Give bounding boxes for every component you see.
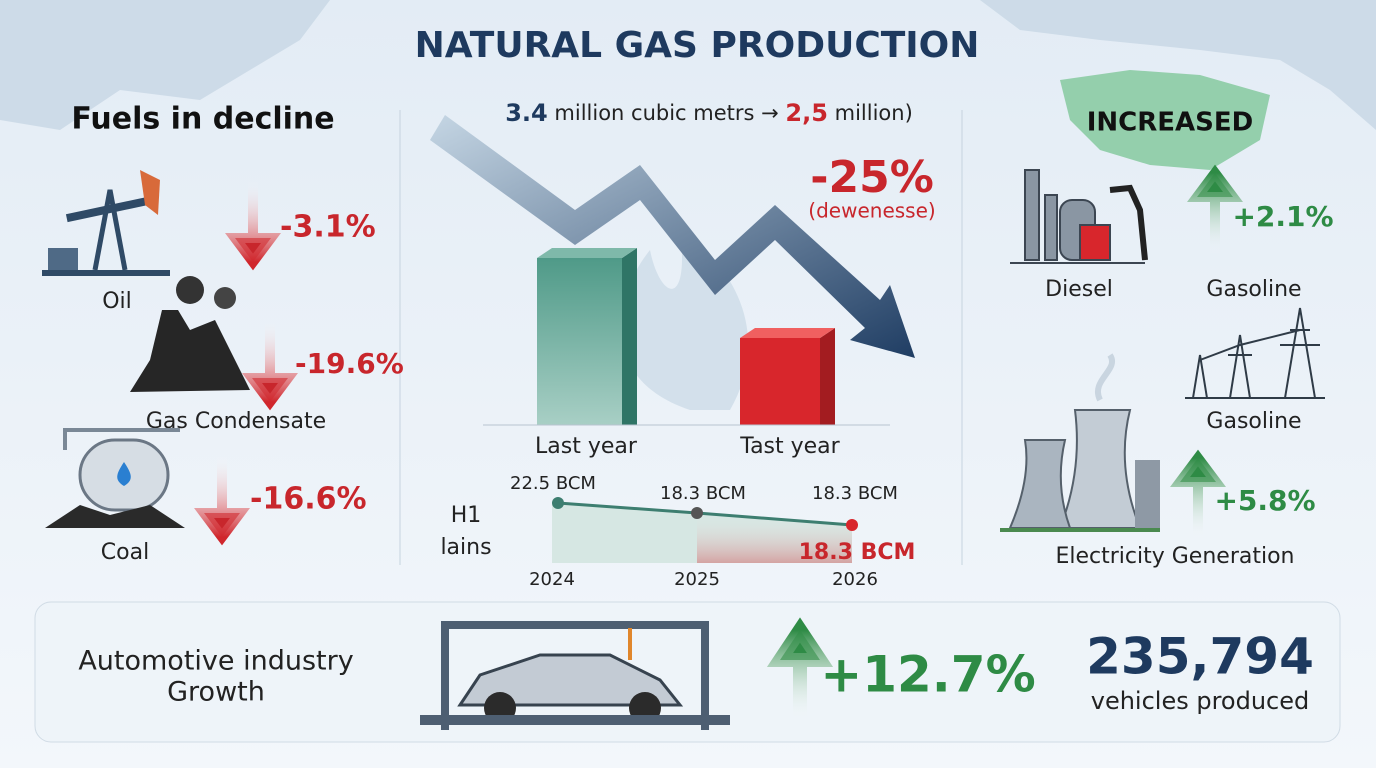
side-label: H1 [451,503,482,528]
title: NATURAL GAS PRODUCTION [415,25,980,66]
year-label: 2024 [529,569,575,590]
section-heading: INCREASED [1087,108,1254,138]
item-label: Gasoline [1206,277,1301,302]
footer-change: +12.7% [820,646,1035,704]
side-label: lains [440,535,491,560]
footer-title: Growth [167,677,265,708]
highlight-label: 18.3 BCM [799,540,916,565]
subtitle: 3.4 million cubic metrs → 2,5 million) [505,99,913,127]
map-shape [0,0,330,130]
section-heading: Fuels in decline [71,102,334,137]
oil-icon [42,170,170,276]
map-region [1060,70,1270,170]
item-label: Electricity Generation [1055,544,1294,569]
panel [34,601,1341,743]
trend-arrow [430,115,915,358]
area [697,513,852,563]
change: -25% [810,152,934,203]
bar-label: Last year [535,434,638,459]
power-plant-icon [1000,353,1160,532]
coal-icon [130,276,250,392]
change: -3.1% [280,210,376,245]
down-arrow [194,455,250,546]
note: (dewenesse) [808,199,935,223]
item-label: Gasoline [1206,409,1301,434]
subtitle-text: million) [828,101,913,125]
footer-title: Automotive industry [78,646,353,677]
item-label: Diesel [1045,277,1113,302]
year-label: 2026 [832,569,878,590]
factory-car-icon [420,621,730,730]
point-label: 18.3 BCM [660,483,746,504]
up-arrow [766,617,834,722]
pylon-icon [1185,307,1325,399]
footer-count: 235,794 [1086,628,1314,686]
point [691,507,703,519]
point-label: 18.3 BCM [812,483,898,504]
point-label: 22.5 BCM [510,473,596,494]
down-arrow [242,320,298,411]
bar-illustration [537,248,835,425]
subtitle-to: 2,5 [785,99,828,127]
item-label: Oil [102,289,132,314]
change: -19.6% [295,347,404,380]
change: -16.6% [250,482,367,517]
change: +5.8% [1214,484,1315,517]
year-label: 2025 [674,569,720,590]
footer-count-label: vehicles produced [1091,687,1310,715]
up-arrow [1170,449,1226,540]
item-label: Coal [101,540,149,565]
subtitle-from: 3.4 [505,99,548,127]
bar-label: Tast year [739,434,840,459]
tank-icon [45,428,185,528]
down-arrow [225,180,281,271]
subtitle-text: million cubic metrs → [548,101,786,125]
up-arrow [1187,164,1243,255]
point [846,519,858,531]
refinery-icon [1010,169,1148,264]
point [552,497,564,509]
map-shape [980,0,1376,130]
change: +2.1% [1232,200,1333,233]
